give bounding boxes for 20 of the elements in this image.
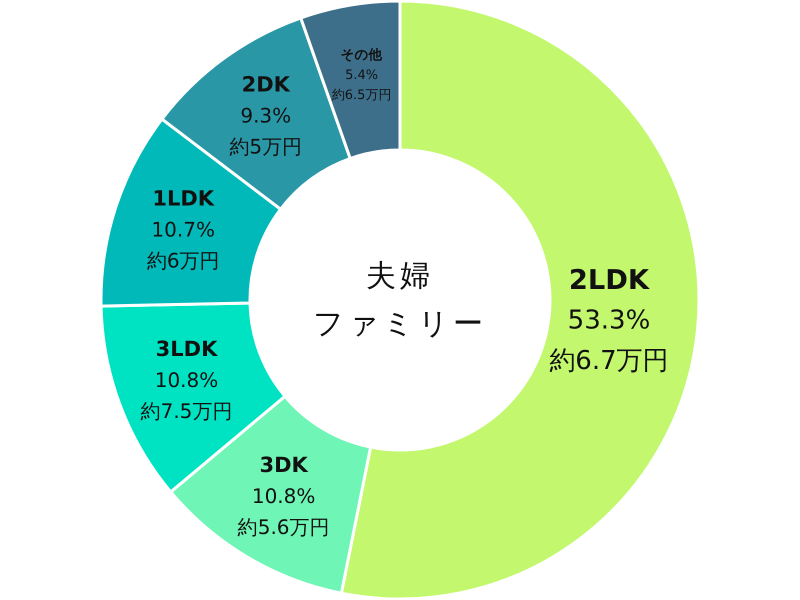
data-label: 9.3% <box>240 104 292 128</box>
slice-label: 1LDK <box>152 186 215 210</box>
text: ファミリー <box>313 306 487 342</box>
text: 約7.5万円 <box>140 399 232 424</box>
slice-label: 2DK <box>242 72 291 97</box>
data-label: 10.8% <box>154 368 218 392</box>
data-label: 10.8% <box>252 484 316 508</box>
slice-label: 3DK <box>259 453 309 478</box>
text: 約5.6万円 <box>238 515 330 540</box>
slice-label: 2LDK <box>568 264 650 296</box>
text: 約6.5万円 <box>332 88 392 103</box>
slice-label: 3LDK <box>156 337 218 362</box>
text: 約6.7万円 <box>549 346 669 376</box>
data-label: 5.4% <box>345 68 378 83</box>
data-label: 10.7% <box>151 217 215 242</box>
text: 夫婦 <box>366 258 434 294</box>
data-label: 53.3% <box>568 306 650 336</box>
slice-label: その他 <box>340 47 384 64</box>
text: 約6万円 <box>146 248 220 272</box>
text: 約5万円 <box>229 134 302 159</box>
